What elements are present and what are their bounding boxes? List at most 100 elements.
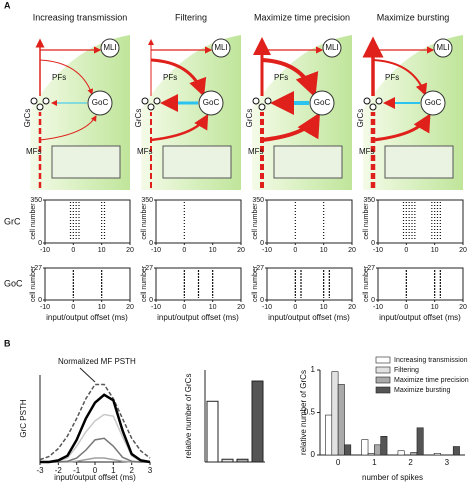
inset xyxy=(384,145,454,179)
y-tick-label: 350 xyxy=(30,197,42,204)
y-tick-label: 0 xyxy=(149,240,153,247)
x-tick-label: 20 xyxy=(237,247,245,254)
raster-frame xyxy=(155,267,242,301)
x-tick-label: 10 xyxy=(209,304,217,311)
bar xyxy=(380,435,388,456)
goc xyxy=(420,90,446,116)
label: MLI xyxy=(436,43,449,52)
mf-goc xyxy=(150,113,209,142)
bar xyxy=(410,452,418,456)
y-axis-label: GrC PSTH xyxy=(19,399,28,437)
label: GrCs xyxy=(23,109,32,128)
x-axis-label: input/output offset (ms) xyxy=(157,313,239,322)
x-tick-label: 0 xyxy=(182,247,186,254)
row-label: GrC xyxy=(4,216,21,226)
x-tick-label: 20 xyxy=(459,304,467,311)
bar xyxy=(206,400,219,463)
column-title: Maximize bursting xyxy=(377,12,450,22)
raster-frame xyxy=(377,267,464,301)
pf-goc xyxy=(150,58,207,97)
x-tick-label: -2 xyxy=(55,466,63,475)
x-axis-label: input/output offset (ms) xyxy=(46,313,128,322)
label: PFs xyxy=(385,73,399,82)
x-tick-label: 3 xyxy=(148,466,153,475)
y-axis-label: cell number xyxy=(141,203,148,240)
x-tick-label: 20 xyxy=(126,304,134,311)
x-tick-label: 20 xyxy=(348,304,356,311)
x-tick-label: 0 xyxy=(293,247,297,254)
x-tick-label: -10 xyxy=(373,304,383,311)
label: GrCs xyxy=(356,109,365,128)
y-tick-label: 0 xyxy=(38,240,42,247)
x-tick-label: 10 xyxy=(209,247,217,254)
y-tick-label: 350 xyxy=(363,197,375,204)
grc xyxy=(264,97,272,105)
y-tick-label: 0 xyxy=(260,240,264,247)
mli xyxy=(211,38,231,58)
bar xyxy=(367,452,375,456)
goc xyxy=(87,90,113,116)
x-tick-label: 2 xyxy=(129,466,134,475)
x-tick-label: 20 xyxy=(237,304,245,311)
x-tick-label: 0 xyxy=(71,247,75,254)
bar xyxy=(416,427,424,456)
bar xyxy=(452,446,460,456)
x-axis-label: number of spikes xyxy=(362,473,423,482)
grc xyxy=(30,97,38,105)
legend-label: Maximize time precision xyxy=(394,377,469,384)
x-tick-label: 0 xyxy=(93,466,98,475)
y-tick-label: 27 xyxy=(256,265,264,272)
label: MFs xyxy=(359,147,375,156)
y-tick-label: 0 xyxy=(371,297,375,304)
raster-frame xyxy=(44,267,131,301)
raster-frame xyxy=(266,267,353,301)
psth-line xyxy=(39,383,151,461)
bar xyxy=(251,380,264,463)
x-tick-label: 1 xyxy=(372,458,377,467)
y-tick-label: 1 xyxy=(311,365,316,374)
y-tick-label: 350 xyxy=(252,197,264,204)
y-tick-label: 27 xyxy=(34,265,42,272)
legend-swatch xyxy=(375,376,391,384)
mf-goc xyxy=(261,112,321,142)
y-tick-label: 0.5 xyxy=(304,408,316,417)
pf-goc xyxy=(39,59,94,95)
legend-label: Filtering xyxy=(394,367,419,374)
grc xyxy=(36,103,44,111)
pf-goc xyxy=(372,59,428,96)
raster-frame xyxy=(155,199,242,244)
bar xyxy=(325,414,333,456)
label: GrCs xyxy=(134,109,143,128)
x-tick-label: -10 xyxy=(262,247,272,254)
label: MLI xyxy=(103,43,116,52)
row-label: GoC xyxy=(4,278,23,288)
bar xyxy=(361,439,369,456)
x-tick-label: -10 xyxy=(40,247,50,254)
x-tick-label: 0 xyxy=(336,458,341,467)
x-tick-label: 20 xyxy=(126,247,134,254)
raster-frame xyxy=(44,199,131,244)
label: GoC xyxy=(425,98,442,107)
bar xyxy=(344,444,352,456)
label: PFs xyxy=(52,73,66,82)
bar xyxy=(433,452,441,456)
psth-line xyxy=(40,437,150,463)
raster-frame xyxy=(266,199,353,244)
label: GoC xyxy=(314,98,331,107)
x-tick-label: 2 xyxy=(408,458,413,467)
annotation-arrow xyxy=(79,367,96,383)
x-tick-label: 10 xyxy=(98,304,106,311)
annotation: Normalized MF PSTH xyxy=(58,357,136,366)
label: PFs xyxy=(163,73,177,82)
mf-goc xyxy=(372,113,431,142)
y-axis-label: relative number of GrCs xyxy=(299,370,308,455)
grc xyxy=(147,103,155,111)
grc xyxy=(375,97,383,105)
y-axis-label: cell number xyxy=(252,265,259,302)
x-tick-label: 20 xyxy=(348,247,356,254)
legend-swatch xyxy=(375,366,391,374)
x-axis-label: input/output offset (ms) xyxy=(54,473,136,482)
goc xyxy=(198,90,224,116)
mli xyxy=(322,38,342,58)
